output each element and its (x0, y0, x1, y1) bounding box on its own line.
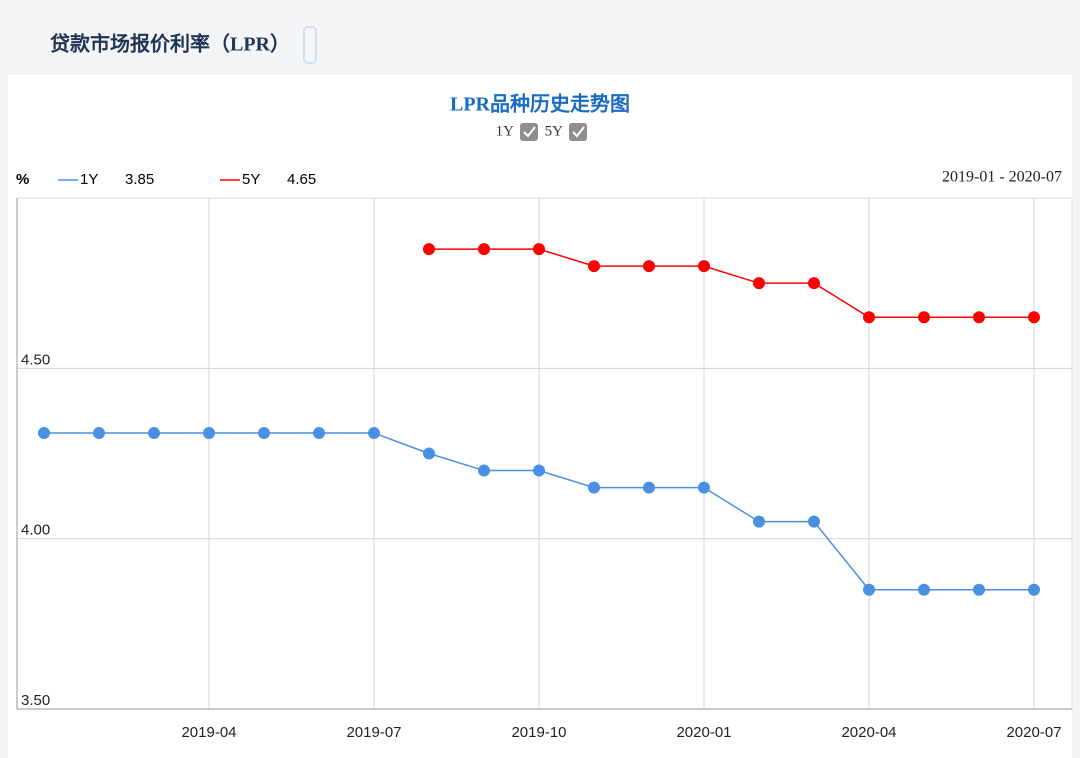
x-tick-label: 2019-10 (511, 724, 566, 741)
data-point (698, 260, 710, 273)
data-point (643, 481, 655, 494)
legend-label: 1Y (80, 171, 98, 188)
x-tick-label: 2020-04 (841, 724, 896, 741)
data-point (1028, 311, 1040, 324)
y-tick-label: 4.50 (21, 351, 50, 368)
data-point (1028, 583, 1040, 596)
data-point (753, 277, 765, 290)
data-point (918, 311, 930, 324)
data-point (148, 427, 160, 440)
data-point (423, 447, 435, 460)
focus-box (303, 26, 317, 64)
data-point (753, 515, 765, 528)
data-point (588, 481, 600, 494)
x-tick-label: 2020-01 (676, 724, 731, 741)
y-tick-label: 4.00 (21, 522, 50, 539)
data-point (533, 464, 545, 477)
checkbox[interactable] (569, 123, 587, 141)
data-point (698, 481, 710, 494)
data-point (588, 260, 600, 273)
chart-title: LPR品种历史走势图 (450, 92, 630, 116)
checkbox[interactable] (520, 123, 538, 141)
page-title: 贷款市场报价利率（LPR） (50, 32, 290, 56)
legend-value: 3.85 (125, 171, 154, 188)
check-icon (523, 126, 536, 138)
data-point (203, 427, 215, 440)
toggle-label[interactable]: 5Y (545, 123, 564, 139)
y-tick-label: 3.50 (21, 692, 50, 709)
data-point (973, 583, 985, 596)
data-point (863, 311, 875, 324)
x-tick-label: 2020-07 (1006, 724, 1061, 741)
data-point (423, 243, 435, 256)
unit-label: % (16, 171, 29, 188)
x-tick-label: 2019-04 (181, 724, 236, 741)
data-point (643, 260, 655, 273)
toggle-label[interactable]: 1Y (496, 123, 515, 139)
data-point (808, 277, 820, 290)
data-point (478, 243, 490, 256)
data-point (973, 311, 985, 324)
x-tick-label: 2019-07 (346, 724, 401, 741)
data-point (313, 427, 325, 440)
data-point (38, 427, 50, 440)
series-line (429, 248, 1034, 318)
check-icon (572, 126, 585, 138)
date-range: 2019-01 - 2020-07 (942, 169, 1062, 186)
data-point (808, 515, 820, 528)
data-point (93, 427, 105, 440)
chart-panel (8, 75, 1072, 758)
data-point (863, 583, 875, 596)
data-point (918, 583, 930, 596)
legend-label: 5Y (242, 171, 260, 188)
data-point (258, 427, 270, 440)
data-point (478, 464, 490, 477)
legend-value: 4.65 (287, 171, 316, 188)
data-point (368, 427, 380, 440)
data-point (533, 243, 545, 256)
